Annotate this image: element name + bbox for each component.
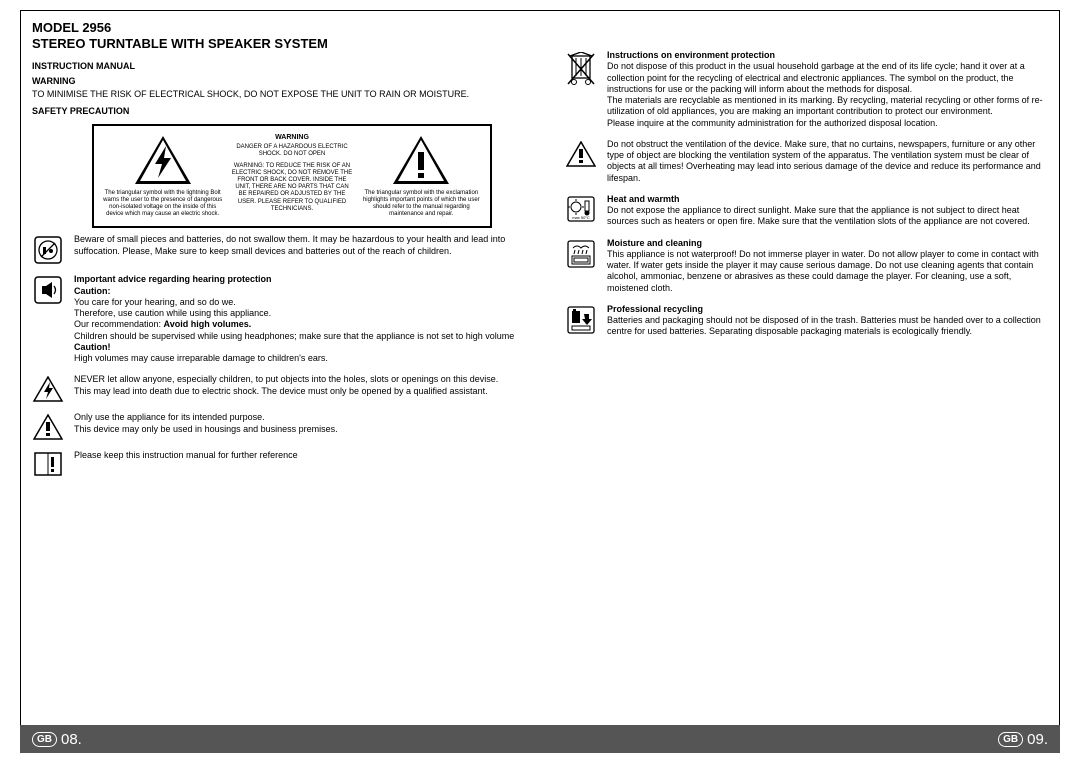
safety-cell-exclaim: The triangular symbol with the exclamati… [357, 134, 486, 219]
hearing-text: Important advice regarding hearing prote… [74, 274, 515, 364]
footer-left: GB 08. [32, 731, 82, 748]
bolt-caption: The triangular symbol with the lightning… [102, 190, 223, 219]
hearing-l3b: Avoid high volumes. [164, 319, 252, 329]
shock-triangle-icon [32, 374, 64, 402]
moisture-body: This appliance is not waterproof! Do not… [607, 249, 1048, 294]
footer-right: GB 09. [998, 731, 1048, 748]
warning-text: TO MINIMISE THE RISK OF ELECTRICAL SHOCK… [32, 89, 515, 100]
shock-text: NEVER let allow anyone, especially child… [74, 374, 515, 397]
no-swallow-icon [32, 234, 64, 264]
moisture-text: Moisture and cleaning This appliance is … [607, 238, 1048, 294]
row-environment: Instructions on environment protection D… [565, 50, 1048, 129]
exclaim-caption: The triangular symbol with the exclamati… [361, 190, 482, 219]
heat-h: Heat and warmth [607, 194, 1048, 205]
row-heat: max 50°C Heat and warmth Do not expose t… [565, 194, 1048, 228]
page-title: MODEL 2956 STEREO TURNTABLE WITH SPEAKER… [32, 20, 515, 53]
recycling-text: Professional recycling Batteries and pac… [607, 304, 1048, 338]
row-shock: NEVER let allow anyone, especially child… [32, 374, 515, 402]
swallow-text: Beware of small pieces and batteries, do… [74, 234, 515, 257]
box-warning-a: DANGER OF A HAZARDOUS ELECTRIC SHOCK. DO… [231, 144, 352, 158]
hearing-h3: Caution! [74, 342, 515, 353]
row-swallow: Beware of small pieces and batteries, do… [32, 234, 515, 264]
row-purpose: Only use the appliance for its intended … [32, 412, 515, 440]
page-num-left: 08. [61, 731, 82, 748]
manual-heading: INSTRUCTION MANUAL [32, 61, 515, 72]
row-manual: Please keep this instruction manual for … [32, 450, 515, 476]
svg-text:max 50°C: max 50°C [572, 215, 590, 220]
manual-text: Please keep this instruction manual for … [74, 450, 515, 461]
env-h: Instructions on environment protection [607, 50, 1048, 61]
heat-text: Heat and warmth Do not expose the applia… [607, 194, 1048, 228]
hearing-l2: Therefore, use caution while using this … [74, 308, 515, 319]
env-text: Instructions on environment protection D… [607, 50, 1048, 129]
hearing-l3: Our recommendation: Avoid high volumes. [74, 319, 515, 330]
lightning-triangle-icon [133, 134, 193, 186]
heat-body: Do not expose the appliance to direct su… [607, 205, 1048, 228]
warning-triangle-icon [32, 412, 64, 440]
safety-cell-bolt: The triangular symbol with the lightning… [98, 134, 227, 219]
hearing-l5: High volumes may cause irreparable damag… [74, 353, 515, 364]
moisture-h: Moisture and cleaning [607, 238, 1048, 249]
box-warning-b: WARNING: TO REDUCE THE RISK OF AN ELECTR… [231, 163, 352, 213]
right-column: Instructions on environment protection D… [565, 20, 1048, 713]
heat-icon: max 50°C [565, 194, 597, 222]
recycling-body: Batteries and packaging should not be di… [607, 315, 1048, 338]
vent-triangle-icon [565, 139, 597, 167]
manual-icon [32, 450, 64, 476]
warning-heading: WARNING [32, 76, 515, 87]
purpose-a: Only use the appliance for its intended … [74, 412, 515, 423]
product-line: STEREO TURNTABLE WITH SPEAKER SYSTEM [32, 36, 515, 52]
box-warning-title: WARNING [275, 134, 309, 143]
page-footer: GB 08. GB 09. [20, 725, 1060, 753]
safety-cell-warning: WARNING DANGER OF A HAZARDOUS ELECTRIC S… [227, 134, 356, 219]
hearing-h1: Important advice regarding hearing prote… [74, 274, 515, 285]
purpose-text: Only use the appliance for its intended … [74, 412, 515, 435]
weee-icon [565, 50, 597, 88]
safety-warning-box: The triangular symbol with the lightning… [92, 124, 492, 229]
row-hearing: Important advice regarding hearing prote… [32, 274, 515, 364]
gb-badge-left: GB [32, 732, 57, 747]
gb-badge-right: GB [998, 732, 1023, 747]
recycling-icon [565, 304, 597, 334]
hearing-l3a: Our recommendation: [74, 319, 164, 329]
row-ventilation: Do not obstruct the ventilation of the d… [565, 139, 1048, 184]
moisture-icon [565, 238, 597, 268]
model-line: MODEL 2956 [32, 20, 515, 36]
recycling-h: Professional recycling [607, 304, 1048, 315]
safety-heading: SAFETY PRECAUTION [32, 106, 515, 117]
hearing-l4: Children should be supervised while usin… [74, 331, 515, 342]
content-area: MODEL 2956 STEREO TURNTABLE WITH SPEAKER… [32, 20, 1048, 713]
env-body: Do not dispose of this product in the us… [607, 61, 1048, 129]
vent-text: Do not obstruct the ventilation of the d… [607, 139, 1048, 184]
left-column: MODEL 2956 STEREO TURNTABLE WITH SPEAKER… [32, 20, 515, 713]
hearing-h2: Caution: [74, 286, 515, 297]
hearing-icon [32, 274, 64, 304]
row-recycling: Professional recycling Batteries and pac… [565, 304, 1048, 338]
page-num-right: 09. [1027, 731, 1048, 748]
row-moisture: Moisture and cleaning This appliance is … [565, 238, 1048, 294]
purpose-b: This device may only be used in housings… [74, 424, 515, 435]
exclaim-triangle-icon [391, 134, 451, 186]
hearing-l1: You care for your hearing, and so do we. [74, 297, 515, 308]
